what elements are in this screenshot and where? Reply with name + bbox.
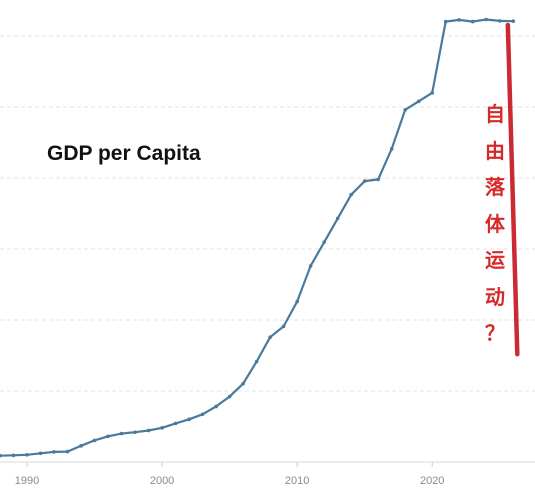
data-point (389, 147, 394, 151)
data-point (119, 431, 124, 436)
data-point (403, 108, 407, 112)
annotation-text: 自 由 落 体 运 动 ？ (484, 96, 506, 352)
data-point (200, 412, 205, 417)
data-point (11, 453, 16, 458)
x-axis: 1990 2000 2010 2020 (0, 461, 535, 487)
data-point (25, 453, 29, 457)
series-layer (0, 17, 516, 458)
annotation-char: 自 (485, 102, 505, 126)
data-point (470, 19, 475, 24)
annotation-char: 运 (485, 248, 505, 272)
data-point (241, 381, 245, 386)
data-point (173, 421, 178, 426)
drop-line (505, 22, 520, 357)
data-point (376, 177, 380, 182)
grid-lines (0, 35, 535, 392)
data-point (457, 18, 462, 22)
data-point (92, 438, 97, 443)
data-point (335, 216, 340, 221)
x-tick-label: 1990 (15, 475, 39, 487)
data-point (484, 17, 489, 22)
data-point (0, 453, 2, 458)
chart-title: GDP per Capita (47, 142, 201, 165)
data-point (430, 91, 435, 95)
annotation-char: ？ (485, 321, 505, 345)
data-point (65, 449, 70, 454)
data-point (281, 324, 286, 329)
annotation-char: 落 (485, 175, 505, 199)
data-point (362, 179, 367, 183)
data-point (160, 426, 164, 430)
data-point (106, 434, 110, 439)
drop-line-layer (505, 22, 520, 357)
data-point (133, 430, 137, 435)
data-point (214, 404, 218, 409)
data-point (511, 19, 516, 24)
data-point (38, 451, 43, 456)
x-tick-label: 2010 (285, 475, 309, 487)
x-tick-label: 2000 (150, 475, 174, 487)
data-point (349, 192, 353, 197)
data-point (268, 335, 272, 340)
data-point (187, 417, 191, 422)
data-point (254, 359, 259, 364)
data-point (497, 19, 502, 23)
data-point (79, 444, 83, 448)
data-point (443, 19, 448, 24)
series-line (0, 18, 514, 457)
data-point (295, 299, 299, 304)
data-point (308, 264, 313, 268)
annotation-char: 由 (485, 138, 505, 163)
data-point (52, 450, 56, 454)
data-point (146, 428, 151, 433)
data-point (322, 240, 326, 244)
annotation-char: 动 (485, 284, 505, 309)
x-tick-label: 2020 (420, 475, 444, 487)
annotation-char: 体 (485, 211, 505, 236)
data-point (416, 99, 421, 104)
data-point (227, 394, 232, 399)
